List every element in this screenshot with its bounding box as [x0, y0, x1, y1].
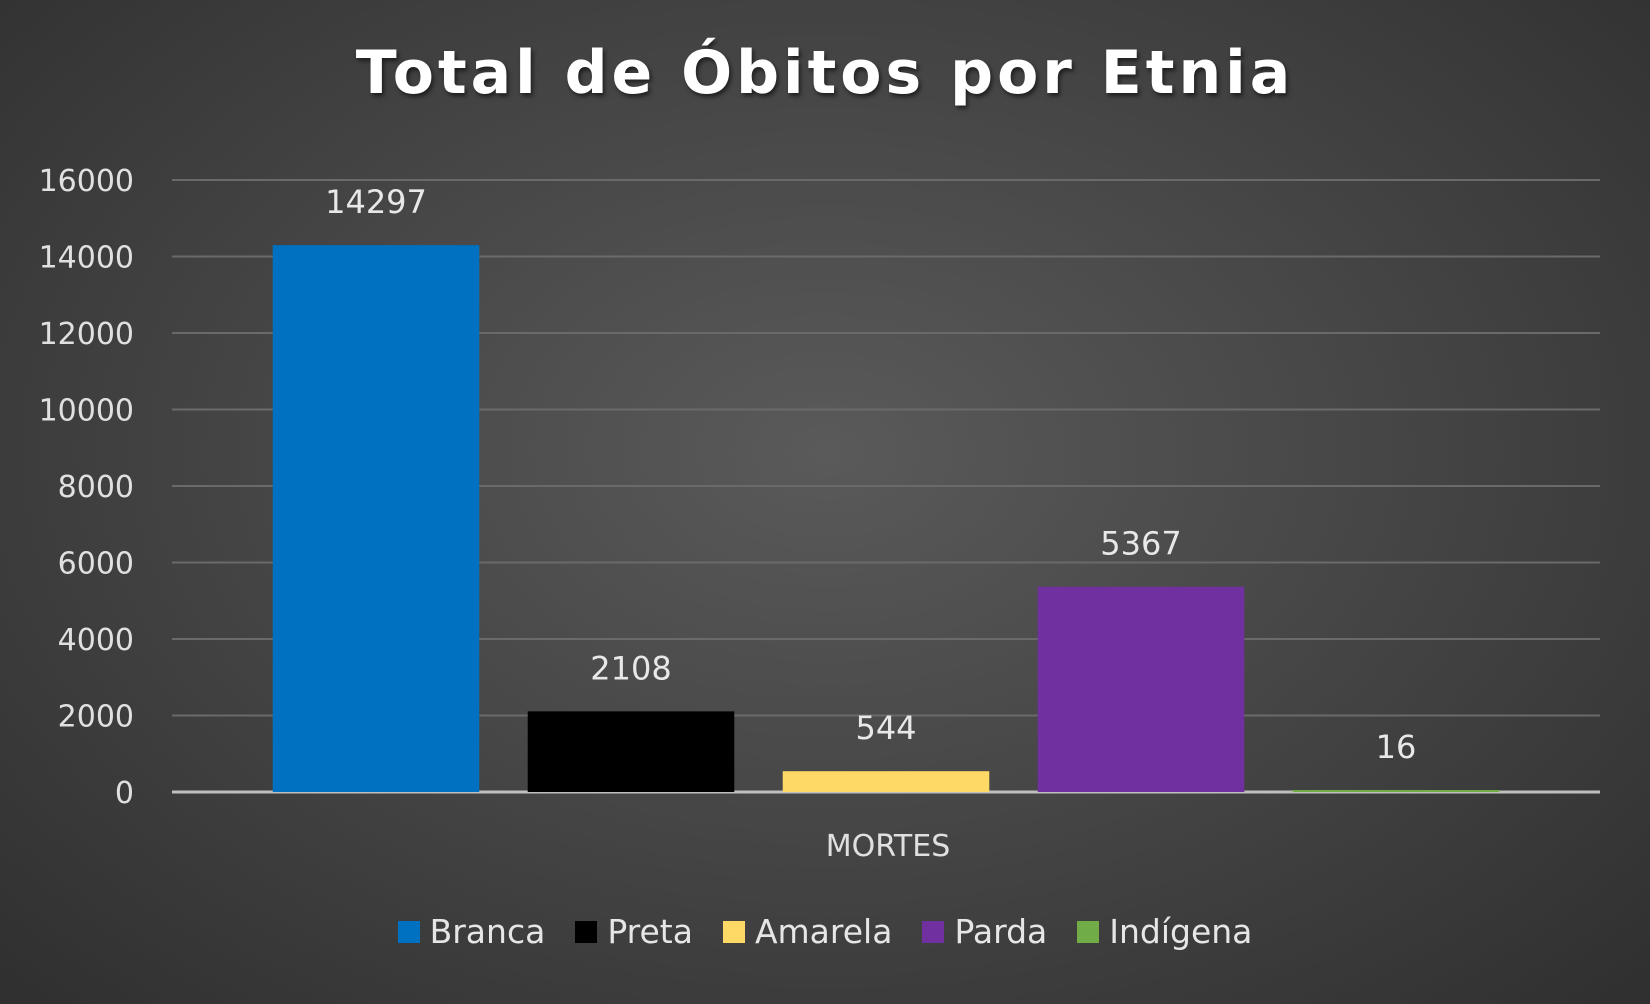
- y-tick-label: 8000: [58, 470, 134, 505]
- legend-label: Indígena: [1109, 912, 1253, 951]
- bar-amarela: [782, 771, 990, 792]
- bar-parda: [1037, 586, 1245, 792]
- legend-item: Indígena: [1077, 912, 1252, 951]
- y-tick-label: 12000: [39, 317, 134, 352]
- chart-title: Total de Óbitos por Etnia: [355, 38, 1295, 108]
- legend-label: Amarela: [754, 912, 893, 951]
- y-tick-label: 2000: [58, 700, 134, 735]
- bar-indígena: [1292, 790, 1500, 792]
- legend-swatch: [575, 920, 598, 943]
- legend-item: Preta: [575, 912, 693, 951]
- legend-item: Branca: [397, 912, 546, 951]
- data-label: 14297: [325, 183, 427, 221]
- bar-preta: [527, 711, 735, 792]
- y-tick-label: 10000: [39, 394, 134, 429]
- y-tick-label: 14000: [39, 241, 134, 276]
- legend-label: Preta: [607, 912, 693, 951]
- legend-label: Parda: [954, 912, 1048, 951]
- y-tick-label: 4000: [58, 623, 134, 658]
- legend-swatch: [397, 920, 420, 943]
- y-tick-label: 6000: [58, 547, 134, 582]
- legend-item: Amarela: [722, 912, 893, 951]
- x-category-label: MORTES: [826, 829, 950, 864]
- y-tick-label: 0: [115, 776, 134, 811]
- y-tick-label: 16000: [39, 164, 134, 199]
- legend-item: Parda: [922, 912, 1047, 951]
- legend-swatch: [922, 920, 945, 943]
- data-label: 16: [1376, 728, 1417, 766]
- data-label: 2108: [590, 649, 671, 687]
- legend-swatch: [1077, 920, 1100, 943]
- bar-branca: [272, 245, 480, 792]
- legend-label: Branca: [429, 912, 546, 951]
- data-label: 544: [855, 709, 916, 747]
- legend-swatch: [722, 920, 745, 943]
- data-label: 5367: [1100, 525, 1181, 563]
- legend: Branca Preta Amarela Parda Indígena: [0, 912, 1650, 951]
